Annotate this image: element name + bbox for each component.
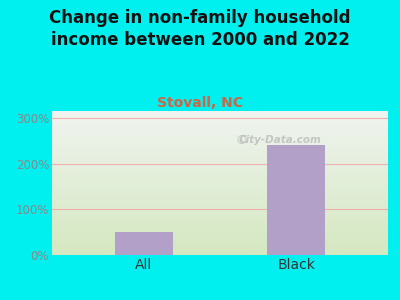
Text: City-Data.com: City-Data.com xyxy=(239,135,322,145)
Bar xyxy=(267,145,325,255)
Text: ⊙: ⊙ xyxy=(236,133,248,147)
Text: Stovall, NC: Stovall, NC xyxy=(157,96,243,110)
Text: Change in non-family household
income between 2000 and 2022: Change in non-family household income be… xyxy=(49,9,351,49)
Bar xyxy=(115,232,173,255)
